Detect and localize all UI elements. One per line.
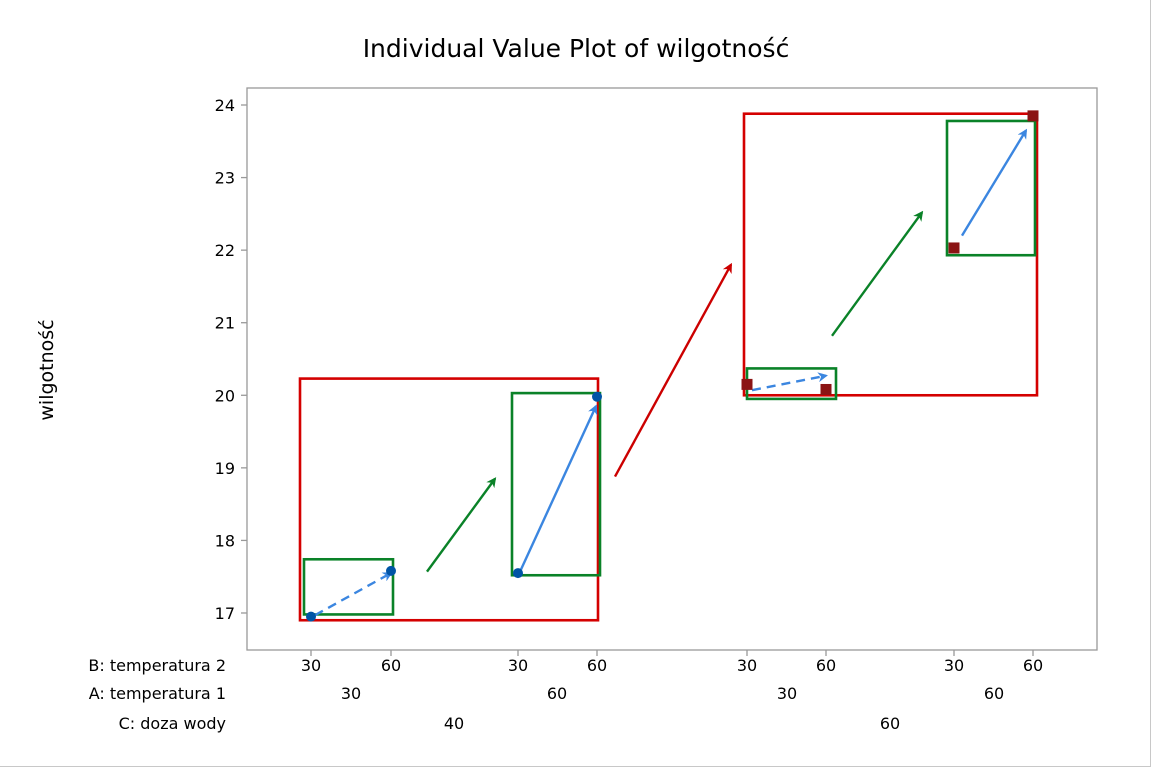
y-tick-label: 17 <box>215 604 235 623</box>
b-effect-arrow <box>314 572 393 617</box>
x-tick-label-b: 30 <box>944 656 964 675</box>
a-effect-arrow <box>831 210 924 337</box>
x-tick-label-b: 60 <box>1023 656 1043 675</box>
data-point <box>1027 110 1039 122</box>
x-tick-label-a: 30 <box>777 684 797 703</box>
x-tick-label-c: 60 <box>880 714 900 733</box>
b-effect-arrow <box>960 128 1028 237</box>
x-tick-label-b: 60 <box>587 656 607 675</box>
data-point <box>948 242 960 254</box>
y-tick-label: 19 <box>215 459 235 478</box>
y-tick-label: 21 <box>215 314 235 333</box>
y-tick-label: 22 <box>215 241 235 260</box>
effect-arrows <box>314 128 1028 617</box>
x-tick-label-a: 60 <box>984 684 1004 703</box>
a-group-box <box>302 557 395 616</box>
data-point <box>386 565 396 576</box>
x-axis: 30 60 30 60 30 60 30 60 30 60 30 60 40 60 <box>301 650 1043 733</box>
y-tick-label: 20 <box>215 386 235 405</box>
y-tick-label: 24 <box>215 96 235 115</box>
y-axis-label: wilgotność <box>36 319 58 420</box>
factor-label-a: A: temperatura 1 <box>89 684 226 703</box>
x-tick-label-c: 40 <box>444 714 464 733</box>
data-point <box>306 611 316 622</box>
factor-label-b: B: temperatura 2 <box>88 656 226 675</box>
x-tick-label-b: 30 <box>508 656 528 675</box>
x-tick-label-b: 30 <box>301 656 321 675</box>
a-group-box <box>945 119 1037 257</box>
x-tick-label-b: 60 <box>816 656 836 675</box>
a-effect-arrow <box>426 477 497 573</box>
b-effect-arrow <box>751 372 828 392</box>
a-group-box <box>510 391 602 577</box>
chart-title: Individual Value Plot of wilgotność <box>363 34 790 63</box>
y-tick-label: 23 <box>215 169 235 188</box>
data-point <box>592 391 602 402</box>
b-effect-arrow <box>519 404 598 570</box>
data-points <box>306 110 1039 622</box>
data-point <box>513 568 523 579</box>
y-axis: 17 18 19 20 21 22 23 24 <box>215 96 247 623</box>
x-tick-label-a: 30 <box>341 684 361 703</box>
data-point <box>820 383 832 395</box>
plot-area <box>246 87 1098 651</box>
c-group-box <box>742 112 1039 397</box>
data-point <box>741 378 753 390</box>
c-group-box <box>298 377 600 622</box>
factor-label-c: C: doza wody <box>119 714 226 733</box>
factor-labels: B: temperatura 2 A: temperatura 1 C: doz… <box>88 656 226 733</box>
group-boxes <box>298 112 1039 622</box>
x-tick-label-b: 30 <box>737 656 757 675</box>
y-tick-label: 18 <box>215 531 235 550</box>
x-tick-label-b: 60 <box>381 656 401 675</box>
x-tick-label-a: 60 <box>547 684 567 703</box>
c-effect-arrow <box>613 262 733 478</box>
